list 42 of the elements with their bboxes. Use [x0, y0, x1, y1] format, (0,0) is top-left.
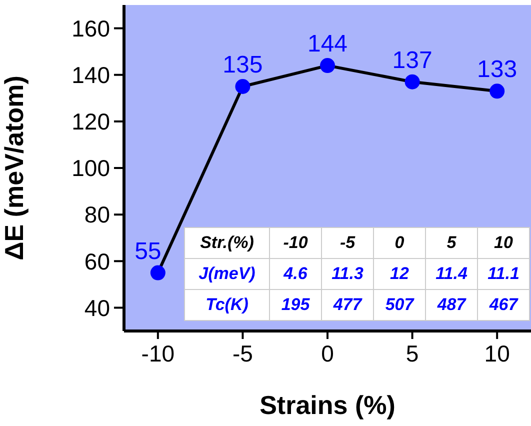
point: [320, 58, 335, 74]
y-tick-label: 40: [84, 294, 110, 321]
annotation: 477: [322, 290, 374, 320]
annotation: -10: [270, 228, 322, 258]
annotation: 10: [478, 228, 530, 258]
annotation: 0: [374, 228, 426, 258]
annotation: 12: [374, 258, 426, 290]
point: [235, 79, 250, 94]
x-tick-label: 10: [484, 340, 510, 366]
x-tick-label: -5: [232, 340, 253, 366]
y-tick-label: 160: [72, 15, 110, 42]
data-label: 144: [307, 30, 348, 58]
y-tick-label: 140: [72, 62, 110, 88]
annotation: 11.3: [322, 258, 374, 290]
annotation: Tc(K): [184, 290, 270, 320]
data-label: 137: [392, 46, 432, 74]
y-tick-label: 100: [72, 155, 110, 182]
annotation: 11.4: [426, 258, 478, 290]
point: [404, 74, 420, 90]
annotation: -5: [322, 228, 374, 258]
annotation: 467: [478, 290, 530, 320]
annotation: 507: [374, 290, 426, 320]
x-tick-label: 5: [406, 340, 419, 366]
annotation: 11.1: [478, 258, 530, 290]
y-tick-label: 60: [84, 248, 110, 274]
annotation: Str.(%): [184, 228, 270, 258]
point: [150, 265, 166, 280]
point: [490, 84, 505, 99]
x-axis-title: Strains (%): [260, 390, 396, 420]
y-axis-title: ΔE (meV/atom): [0, 76, 30, 260]
data-label: 135: [222, 52, 263, 78]
y-tick-label: 120: [72, 108, 110, 135]
data-label: 55: [134, 238, 162, 265]
x-tick-label: -10: [141, 340, 175, 366]
annotation: 195: [270, 290, 322, 320]
y-tick-label: 80: [84, 202, 110, 228]
annotation: J(meV): [184, 258, 270, 290]
annotation: 5: [426, 228, 478, 258]
annotation: 487: [426, 290, 478, 320]
x-tick-label: 0: [321, 340, 334, 366]
annotation: 4.6: [270, 258, 322, 290]
data-label: 133: [477, 56, 518, 84]
